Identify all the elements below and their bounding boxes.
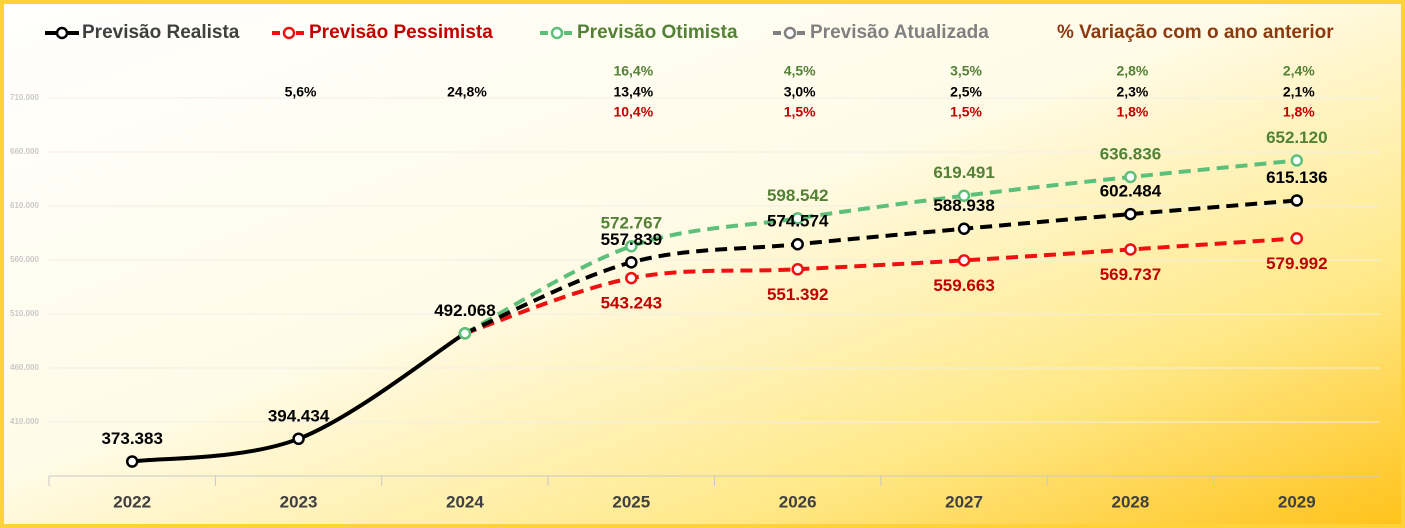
value-label: 551.392 (767, 285, 828, 304)
variation-label: 2,8% (1116, 63, 1148, 79)
point (625, 271, 638, 285)
value-label: 619.491 (933, 163, 994, 182)
value-label: 492.068 (434, 301, 495, 320)
variation-label: 5,6% (285, 84, 317, 100)
value-label: 588.938 (933, 196, 994, 215)
point (125, 455, 139, 468)
variation-label: 2,1% (1283, 84, 1315, 100)
x-tick-label: 2023 (280, 492, 318, 511)
variation-label: 13,4% (613, 84, 653, 100)
value-label: 569.737 (1100, 265, 1161, 284)
value-label: 572.767 (601, 214, 662, 233)
point (1124, 170, 1137, 184)
variation-label: 1,8% (1283, 104, 1315, 120)
x-tick-label: 2026 (779, 492, 817, 511)
y-tick-label: 610.000 (10, 201, 39, 210)
point (791, 238, 804, 251)
point (791, 212, 804, 225)
y-tick-label: 560.000 (10, 255, 39, 264)
variation-label: 4,5% (784, 63, 816, 79)
value-label: 615.136 (1266, 168, 1327, 187)
y-tick-label: 510.000 (10, 309, 39, 318)
point (957, 222, 971, 235)
value-label: 543.243 (601, 294, 662, 313)
x-tick-label: 2029 (1278, 492, 1316, 511)
variation-label: 24,8% (447, 84, 487, 100)
variation-label: 2,4% (1283, 63, 1315, 79)
point (625, 256, 638, 269)
value-label: 598.542 (767, 186, 828, 205)
variation-label: 2,5% (950, 84, 982, 100)
value-label: 636.836 (1100, 145, 1161, 164)
x-tick-label: 2027 (945, 492, 983, 511)
variation-label: 2,3% (1116, 84, 1148, 100)
legend-label: Previsão Realista (82, 22, 240, 43)
value-label: 559.663 (933, 276, 994, 295)
value-label: 557.839 (601, 230, 662, 249)
legend-marker (783, 26, 797, 40)
variation-label: 3,5% (950, 63, 982, 79)
value-label: 579.992 (1266, 254, 1327, 273)
variation-label: 10,4% (613, 104, 653, 120)
variation-label: 16,4% (613, 63, 653, 79)
legend-marker (55, 26, 69, 40)
value-label: 394.434 (268, 406, 330, 425)
value-label: 602.484 (1100, 182, 1162, 201)
point (625, 239, 638, 253)
y-tick-label: 660.000 (10, 147, 39, 156)
point (1124, 207, 1137, 221)
series-line (464, 198, 1297, 336)
point (957, 254, 971, 267)
point (292, 432, 305, 446)
y-tick-label: 410.000 (10, 417, 39, 426)
value-label: 574.574 (767, 212, 829, 231)
variation-label: 1,5% (950, 104, 982, 120)
series-line (464, 158, 1298, 336)
point (1124, 243, 1137, 256)
legend-label: Previsão Otimista (577, 22, 738, 43)
x-tick-label: 2025 (612, 492, 650, 511)
point (1290, 154, 1304, 167)
point (1290, 232, 1304, 245)
value-label: 652.120 (1266, 128, 1327, 147)
y-tick-label: 710.000 (10, 93, 39, 102)
point (1290, 194, 1304, 207)
series-line (464, 236, 1297, 336)
point (957, 189, 971, 202)
y-tick-label: 460.000 (10, 363, 39, 372)
x-tick-label: 2024 (446, 492, 484, 511)
value-label: 373.383 (101, 429, 162, 448)
x-tick-label: 2028 (1112, 492, 1150, 511)
point (791, 263, 804, 276)
legend-marker (282, 26, 296, 40)
variation-label: 3,0% (784, 84, 816, 100)
variation-title: % Variação com o ano anterior (1057, 22, 1334, 43)
variation-label: 1,5% (784, 104, 816, 120)
legend-marker (550, 26, 564, 40)
legend-label: Previsão Pessimista (309, 22, 493, 43)
variation-label: 1,8% (1116, 104, 1148, 120)
point (458, 327, 472, 340)
legend-label: Previsão Atualizada (810, 22, 989, 43)
x-tick-label: 2022 (113, 492, 151, 511)
